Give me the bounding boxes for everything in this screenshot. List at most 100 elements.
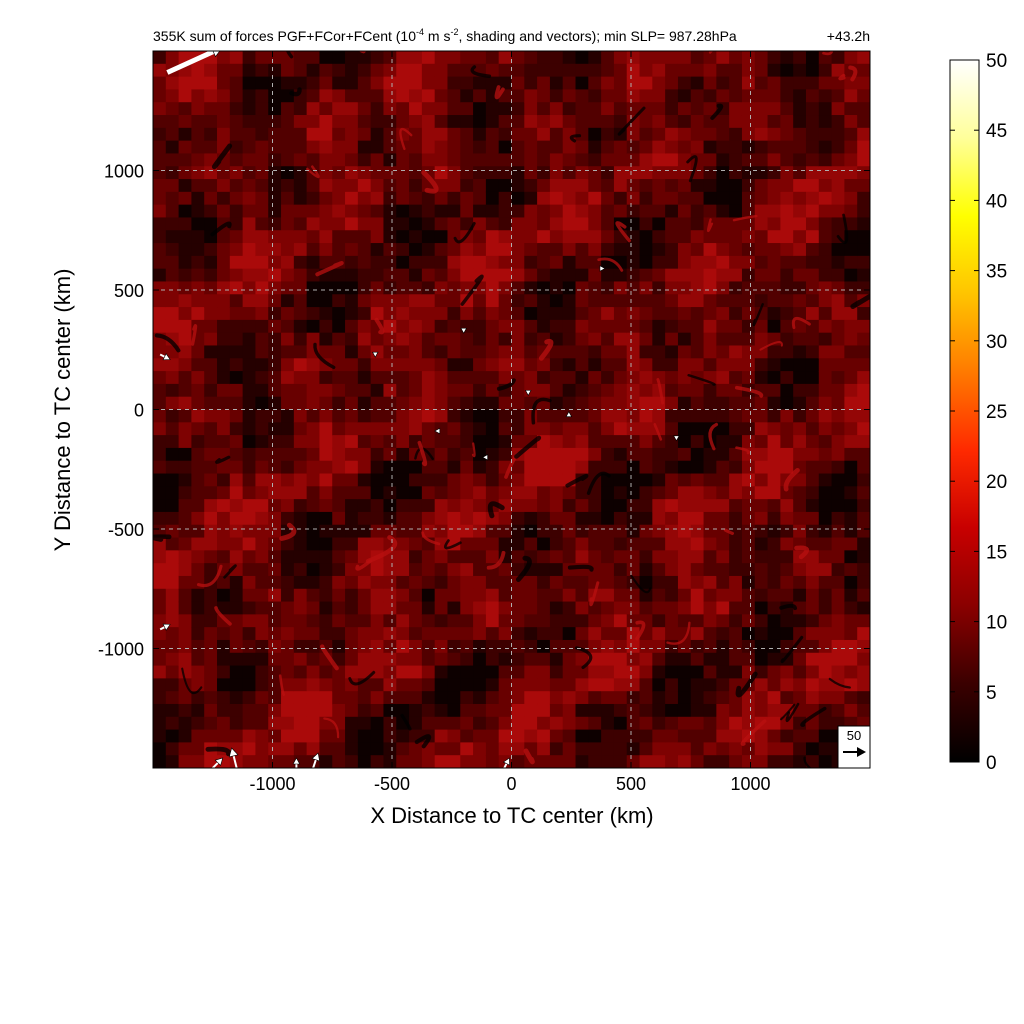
heatmap-cell [370, 755, 385, 768]
heatmap-cell [831, 383, 845, 398]
heatmap-cell [601, 396, 615, 411]
heatmap-streak [286, 51, 294, 59]
heatmap-cell [511, 140, 525, 155]
heatmap-cell [524, 614, 538, 628]
heatmap-cell [601, 627, 615, 641]
heatmap-cell [549, 435, 564, 449]
heatmap-cell [549, 486, 564, 500]
heatmap-cell [601, 166, 615, 180]
heatmap-cell [857, 268, 870, 283]
heatmap-cell [434, 703, 449, 718]
heatmap-cell [370, 678, 385, 692]
heatmap-cell [191, 575, 205, 590]
heatmap-cell [396, 703, 410, 718]
heatmap-cell [511, 307, 525, 321]
heatmap-cell [716, 639, 730, 654]
heatmap-cell [754, 652, 769, 667]
heatmap-cell [178, 588, 193, 603]
heatmap-cell [306, 63, 321, 78]
heatmap-cell [217, 243, 231, 257]
heatmap-cell [268, 383, 282, 398]
heatmap-cell [716, 691, 730, 705]
heatmap-cell [511, 319, 525, 334]
x-tick-label: 0 [506, 774, 516, 794]
heatmap-cell [268, 755, 282, 768]
force-vector [292, 757, 301, 768]
heatmap-cell [549, 524, 564, 539]
heatmap-cell [460, 691, 474, 705]
heatmap-cell [217, 179, 231, 193]
heatmap-cell [409, 204, 423, 219]
heatmap-cell [524, 345, 538, 359]
heatmap-cell [703, 652, 717, 667]
heatmap-cell [524, 703, 538, 718]
heatmap-cell [268, 639, 282, 654]
heatmap-cell [268, 716, 282, 731]
heatmap-cell [293, 140, 308, 155]
heatmap-cell [729, 588, 743, 603]
heatmap-cell [447, 179, 461, 193]
heatmap-cell [498, 575, 513, 590]
heatmap-cell [537, 486, 551, 500]
heatmap-cell [767, 627, 781, 641]
heatmap-cell [434, 524, 449, 539]
heatmap-cell [434, 396, 449, 411]
heatmap-cell [562, 383, 577, 398]
heatmap-cell [191, 550, 205, 564]
heatmap-cell [242, 563, 257, 577]
heatmap-cell [319, 486, 333, 500]
heatmap-cell [242, 550, 257, 564]
heatmap-cell [511, 499, 525, 513]
heatmap-cell [857, 127, 870, 142]
heatmap-cell [818, 447, 833, 462]
heatmap-cell [281, 550, 295, 564]
force-vector-head [599, 265, 606, 272]
reference-vector-head [857, 747, 866, 757]
heatmap-cell [665, 89, 679, 103]
heatmap-cell [217, 102, 231, 116]
heatmap-cell [780, 102, 794, 116]
heatmap-cell [345, 191, 359, 206]
heatmap-cell [332, 575, 346, 590]
heatmap-cell [562, 243, 577, 257]
force-vectors [159, 51, 680, 768]
heatmap-cell [562, 652, 577, 667]
force-vector [599, 265, 606, 272]
heatmap-cell [345, 729, 359, 743]
heatmap-cell [293, 358, 308, 372]
heatmap-cell [345, 319, 359, 334]
heatmap-cell [357, 665, 372, 679]
heatmap-cell [741, 537, 756, 551]
heatmap-cell [729, 76, 743, 91]
heatmap-cell [268, 550, 282, 564]
heatmap-cell [268, 703, 282, 718]
heatmap-cell [485, 575, 500, 590]
heatmap-cell [447, 422, 461, 436]
force-vector [502, 757, 510, 768]
heatmap-cell [217, 639, 231, 654]
heatmap-cell [409, 486, 423, 500]
heatmap-cell [613, 742, 628, 756]
heatmap-cell [293, 665, 308, 679]
heatmap-cell [626, 89, 641, 103]
heatmap-cell [754, 550, 769, 564]
heatmap-cell [588, 153, 602, 167]
heatmap-cell [677, 703, 692, 718]
heatmap-cell [191, 230, 205, 244]
heatmap-cell [588, 268, 602, 283]
heatmap-cell [473, 51, 487, 65]
heatmap-cell [383, 447, 397, 462]
heatmap-cell [268, 371, 282, 385]
heatmap-cell [524, 652, 538, 667]
heatmap-cell [498, 588, 513, 603]
heatmap-cell [178, 703, 193, 718]
heatmap-cell [767, 140, 781, 155]
heatmap-cell [345, 639, 359, 654]
heatmap-cell [473, 563, 487, 577]
heatmap-cell [498, 601, 513, 615]
heatmap-cell [421, 204, 436, 219]
heatmap-cell [844, 396, 858, 411]
heatmap-cell [588, 281, 602, 295]
heatmap-cell [242, 486, 257, 500]
heatmap-cell [805, 396, 820, 411]
